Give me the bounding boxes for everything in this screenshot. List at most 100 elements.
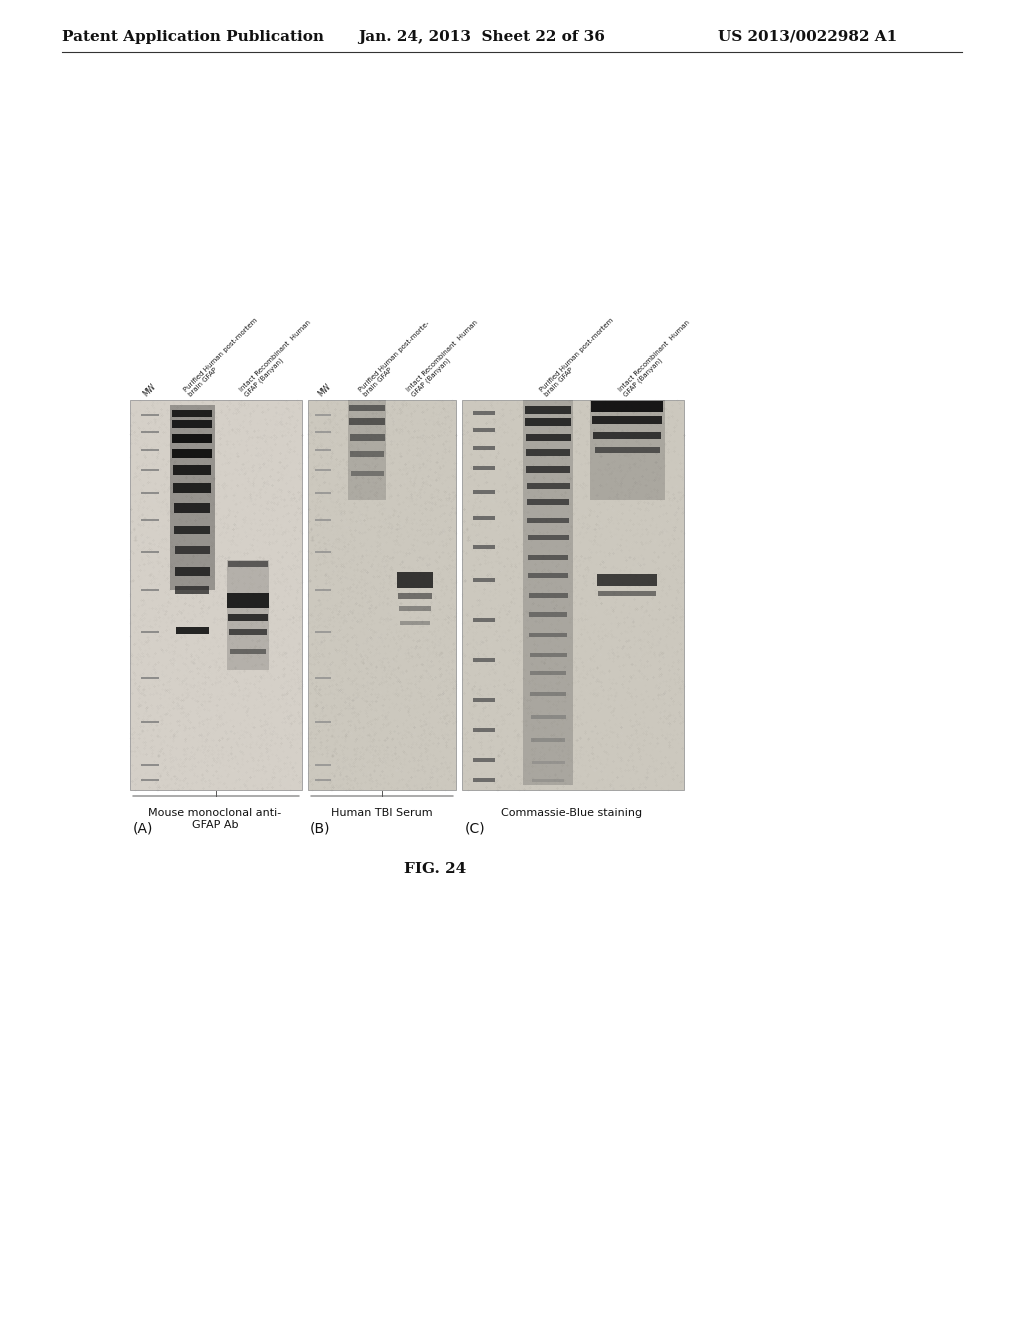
Bar bbox=[315, 721, 331, 723]
Bar bbox=[227, 593, 269, 607]
Bar bbox=[473, 466, 495, 470]
Bar bbox=[528, 593, 567, 598]
Text: Purified Human post-morte-
brain GFAP: Purified Human post-morte- brain GFAP bbox=[357, 321, 435, 399]
Bar bbox=[529, 611, 567, 616]
Bar bbox=[315, 469, 331, 471]
Bar bbox=[595, 447, 659, 453]
Bar bbox=[315, 449, 331, 451]
Bar bbox=[473, 428, 495, 432]
Bar bbox=[315, 519, 331, 521]
Bar bbox=[141, 677, 159, 680]
Bar bbox=[315, 677, 331, 680]
Text: (B): (B) bbox=[310, 822, 331, 836]
Text: MW: MW bbox=[141, 381, 158, 399]
Bar bbox=[315, 413, 331, 416]
Text: Human TBI Serum: Human TBI Serum bbox=[331, 808, 433, 818]
Bar bbox=[531, 738, 565, 742]
Bar bbox=[530, 715, 565, 719]
Text: Intact Recombinant  Human
GFAP (Banyan): Intact Recombinant Human GFAP (Banyan) bbox=[406, 319, 484, 399]
Bar bbox=[526, 449, 570, 455]
Bar bbox=[141, 469, 159, 471]
Bar bbox=[349, 417, 385, 425]
Text: Jan. 24, 2013  Sheet 22 of 36: Jan. 24, 2013 Sheet 22 of 36 bbox=[358, 30, 605, 44]
Bar bbox=[174, 546, 210, 554]
Bar bbox=[528, 554, 568, 560]
Bar bbox=[172, 409, 212, 417]
Bar bbox=[348, 400, 386, 500]
Text: Purified Human post-mortem
brain GFAP: Purified Human post-mortem brain GFAP bbox=[539, 317, 620, 399]
Bar bbox=[529, 634, 567, 638]
Bar bbox=[473, 659, 495, 661]
Bar bbox=[228, 561, 268, 568]
Bar bbox=[473, 578, 495, 582]
Bar bbox=[175, 586, 209, 594]
Bar bbox=[473, 412, 495, 414]
Bar bbox=[473, 698, 495, 702]
Bar bbox=[170, 405, 214, 590]
Bar bbox=[591, 400, 663, 412]
Bar bbox=[141, 519, 159, 521]
Bar bbox=[530, 671, 566, 675]
Bar bbox=[227, 560, 269, 671]
Bar bbox=[531, 760, 564, 763]
Bar bbox=[350, 470, 384, 475]
Bar bbox=[172, 449, 212, 458]
Bar bbox=[473, 779, 495, 781]
Bar bbox=[592, 416, 662, 424]
Bar bbox=[315, 589, 331, 591]
Bar bbox=[593, 432, 662, 438]
Bar bbox=[175, 627, 209, 634]
Bar bbox=[141, 721, 159, 723]
Bar bbox=[174, 525, 210, 535]
Bar bbox=[400, 620, 430, 624]
Bar bbox=[315, 550, 331, 553]
Bar bbox=[350, 451, 384, 457]
Text: (A): (A) bbox=[133, 822, 154, 836]
Text: Intact Recombinant  Human
GFAP (Banyan): Intact Recombinant Human GFAP (Banyan) bbox=[617, 319, 696, 399]
Bar bbox=[598, 590, 656, 595]
Bar bbox=[523, 400, 573, 785]
Bar bbox=[174, 566, 210, 576]
Bar bbox=[597, 574, 657, 586]
Bar bbox=[173, 465, 211, 475]
Bar bbox=[525, 433, 570, 441]
Bar bbox=[462, 400, 684, 789]
Bar bbox=[315, 492, 331, 494]
Bar bbox=[526, 483, 569, 488]
Bar bbox=[349, 405, 385, 411]
Bar bbox=[141, 413, 159, 416]
Text: US 2013/0022982 A1: US 2013/0022982 A1 bbox=[718, 30, 897, 44]
Bar bbox=[349, 433, 384, 441]
Bar bbox=[229, 630, 267, 635]
Bar bbox=[315, 764, 331, 766]
Text: Commassie-Blue staining: Commassie-Blue staining bbox=[502, 808, 643, 818]
Bar bbox=[172, 420, 212, 428]
Text: (C): (C) bbox=[465, 822, 485, 836]
Bar bbox=[590, 400, 665, 500]
Bar bbox=[141, 550, 159, 553]
Bar bbox=[473, 618, 495, 622]
Bar bbox=[528, 573, 568, 578]
Bar bbox=[315, 430, 331, 433]
Bar bbox=[525, 407, 571, 414]
Bar bbox=[527, 499, 569, 506]
Text: Intact Recombinant  Human
GFAP (Banyan): Intact Recombinant Human GFAP (Banyan) bbox=[239, 319, 317, 399]
Bar bbox=[529, 653, 566, 657]
Bar bbox=[315, 779, 331, 781]
Bar bbox=[141, 764, 159, 766]
Bar bbox=[398, 593, 432, 599]
Text: MW: MW bbox=[316, 381, 333, 399]
Bar bbox=[173, 483, 211, 492]
Text: Purified Human post-mortem
brain GFAP: Purified Human post-mortem brain GFAP bbox=[183, 317, 264, 399]
Bar bbox=[525, 418, 571, 426]
Bar bbox=[473, 446, 495, 450]
Bar bbox=[530, 692, 566, 696]
Bar bbox=[399, 606, 431, 610]
Bar bbox=[473, 729, 495, 731]
Bar bbox=[397, 572, 433, 587]
Bar bbox=[141, 492, 159, 494]
Bar bbox=[527, 535, 568, 540]
Bar bbox=[526, 466, 570, 473]
Bar bbox=[172, 433, 212, 442]
Text: Patent Application Publication: Patent Application Publication bbox=[62, 30, 324, 44]
